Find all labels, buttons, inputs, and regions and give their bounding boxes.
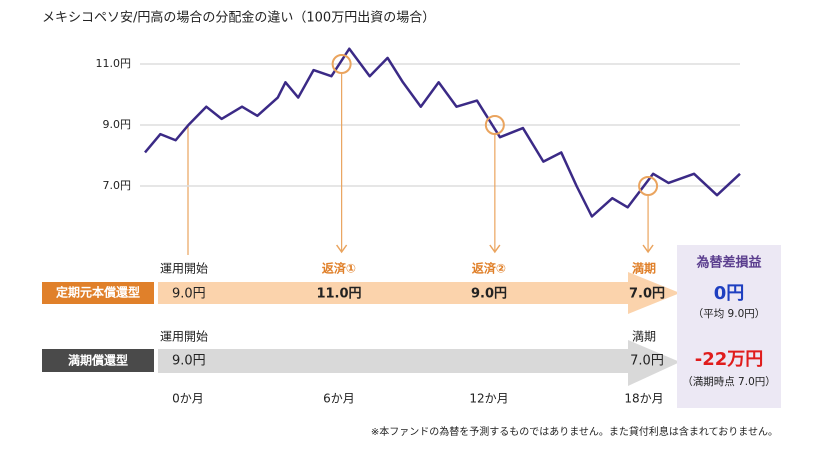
result-value: 0円 — [714, 283, 745, 304]
connector-arrow — [642, 244, 654, 254]
connector-arrow — [336, 244, 348, 254]
footnote: ※本ファンドの為替を予測するものではありません。また貸付利息は含まれておりません… — [371, 425, 778, 438]
data-line — [144, 47, 741, 218]
stage-label: 満期 — [632, 330, 656, 344]
result-box — [677, 245, 781, 408]
highlight-marker — [638, 176, 659, 196]
row-label-box — [42, 349, 154, 372]
row-label: 満期償還型 — [68, 353, 128, 368]
timeline-bar — [158, 340, 680, 386]
price: 9.0円 — [172, 287, 206, 302]
price: 11.0円 — [316, 287, 361, 302]
price: 9.0円 — [172, 354, 206, 369]
highlight-marker — [484, 115, 505, 135]
timeline-bar — [158, 272, 680, 314]
month-label: 0か月 — [172, 392, 204, 406]
stage-label: 返済① — [322, 261, 356, 276]
result-note: （平均 9.0円） — [693, 308, 766, 320]
stage-label: 返済② — [472, 261, 506, 276]
y-tick-label: 9.0円 — [103, 118, 132, 131]
result-title: 為替差損益 — [696, 255, 761, 271]
month-label: 18か月 — [624, 392, 663, 406]
month-label: 6か月 — [323, 392, 355, 406]
price: 9.0円 — [471, 287, 507, 302]
stage-label: 満期 — [632, 261, 656, 276]
stage-label: 運用開始 — [160, 262, 208, 276]
y-tick-label: 11.0円 — [96, 57, 132, 70]
price: 7.0円 — [629, 287, 665, 302]
highlight-marker — [331, 54, 352, 74]
month-label: 12か月 — [469, 392, 508, 406]
result-note: （満期時点 7.0円） — [682, 376, 776, 388]
chart-title: メキシコペソ安/円高の場合の分配金の違い（100万円出資の場合） — [42, 10, 435, 26]
price: 7.0円 — [630, 354, 664, 369]
result-value: -22万円 — [695, 349, 764, 370]
connector-arrow — [489, 244, 501, 254]
y-tick-label: 7.0円 — [103, 179, 132, 192]
stage-label: 運用開始 — [160, 330, 208, 344]
row-label-box — [42, 282, 154, 304]
row-label: 定期元本償還型 — [56, 285, 140, 300]
